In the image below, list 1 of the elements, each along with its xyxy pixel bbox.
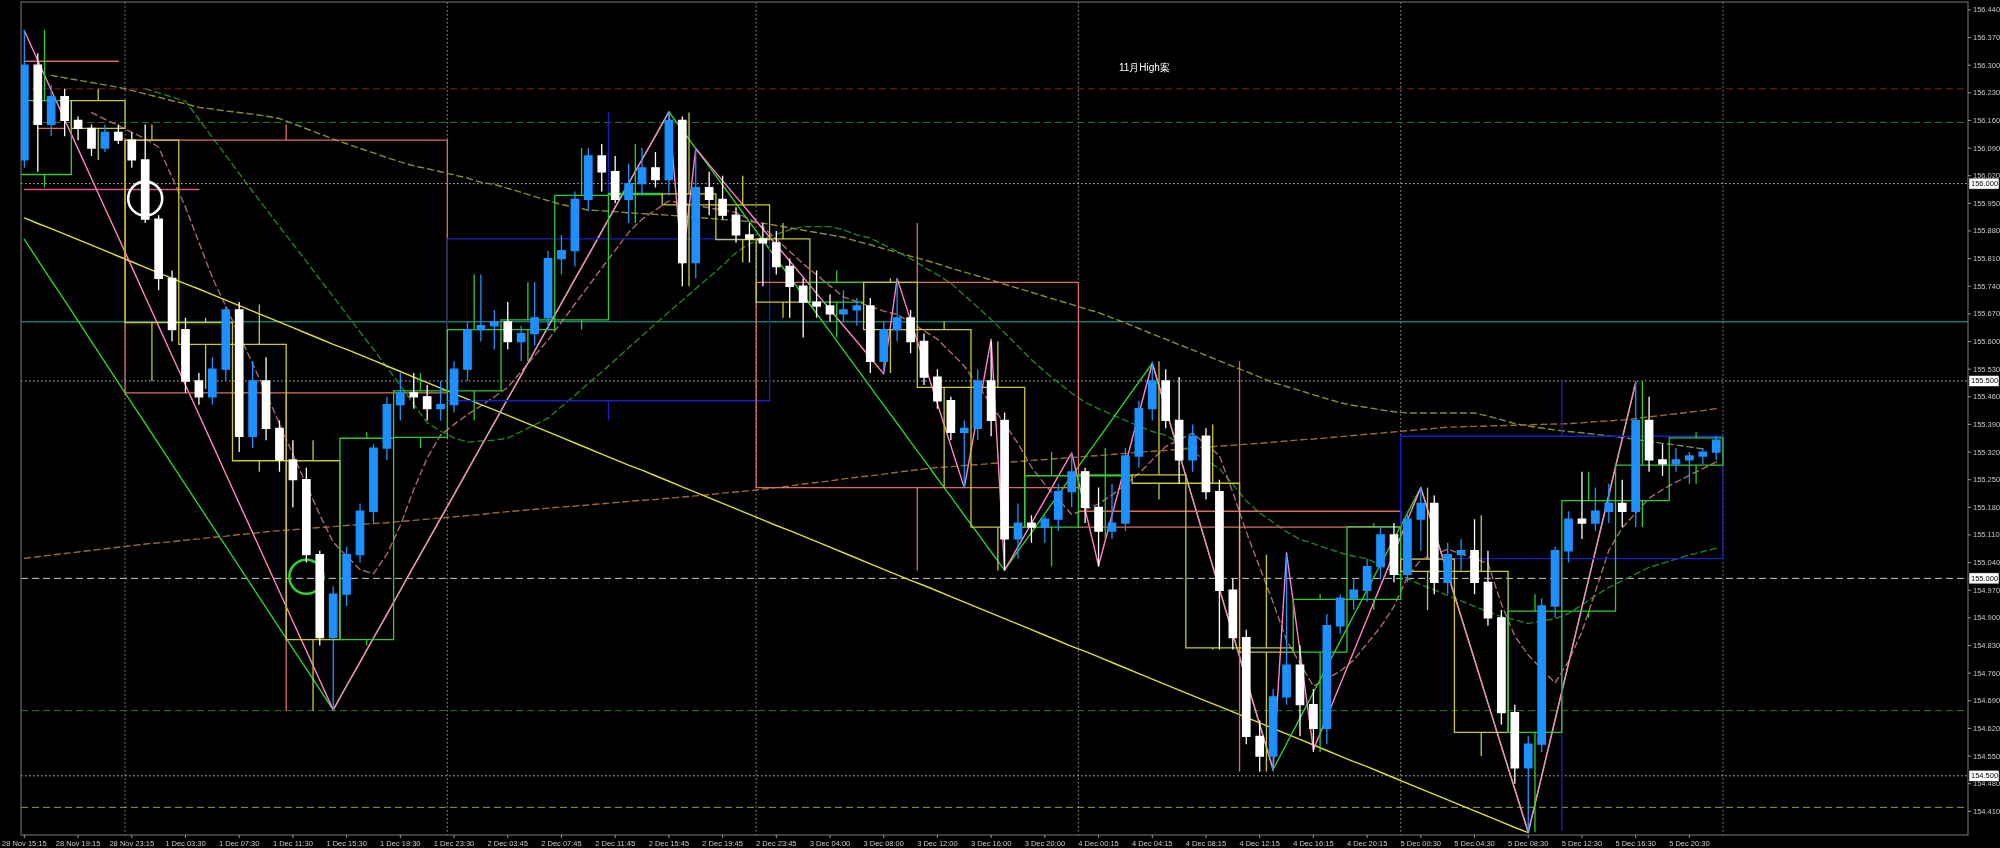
annotation: 11月High案 — [1118, 61, 1170, 73]
